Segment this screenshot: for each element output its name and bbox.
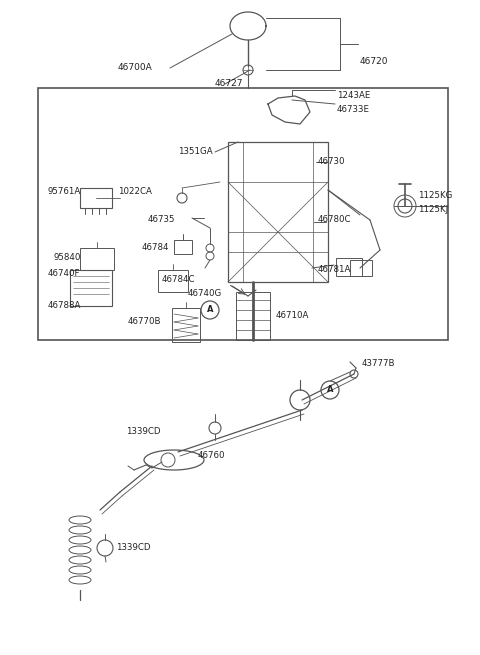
Text: 46784C: 46784C [162,276,195,284]
Text: 46700A: 46700A [118,64,153,73]
Text: 1022CA: 1022CA [118,187,152,196]
Text: 1125KJ: 1125KJ [418,206,448,214]
Circle shape [321,381,339,399]
Text: 43777B: 43777B [362,360,396,369]
Bar [336,258,362,276]
Bar [228,142,328,282]
Bar [172,308,200,342]
Text: 1339CD: 1339CD [126,428,160,436]
Bar [38,88,448,340]
Text: 95761A: 95761A [48,187,81,196]
Text: 1351GA: 1351GA [178,147,213,157]
Text: 1243AE: 1243AE [337,92,371,100]
Text: 46760: 46760 [198,451,226,460]
Text: 46720: 46720 [360,58,388,67]
Bar [174,240,192,254]
Circle shape [201,301,219,319]
Text: 46784: 46784 [142,244,169,252]
Bar [158,270,188,292]
Text: A: A [207,305,213,314]
Text: 46770B: 46770B [128,318,161,326]
Bar [236,292,270,340]
Text: 46781A: 46781A [318,265,351,274]
Text: 46788A: 46788A [48,301,82,310]
Text: 1339CD: 1339CD [116,544,151,553]
Text: 46710A: 46710A [276,312,310,320]
Text: 1125KG: 1125KG [418,191,452,200]
Bar [80,188,112,208]
Bar [80,248,114,270]
Text: 46727: 46727 [215,79,243,88]
Text: 46735: 46735 [148,215,176,225]
Text: 46740G: 46740G [188,290,222,299]
Text: 46733E: 46733E [337,105,370,115]
Text: A: A [327,386,333,394]
Bar [70,270,112,306]
Text: 46780C: 46780C [318,215,351,225]
Bar [350,260,372,276]
Text: 46730: 46730 [318,157,346,166]
Text: 95840: 95840 [54,253,82,263]
Text: 46740F: 46740F [48,269,81,278]
